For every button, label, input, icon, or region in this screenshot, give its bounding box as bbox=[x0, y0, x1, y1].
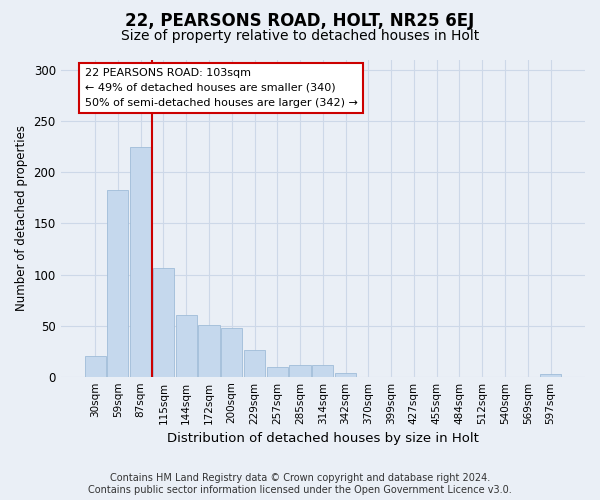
Bar bbox=[176, 316, 197, 376]
Bar bbox=[199, 324, 220, 376]
Text: 22 PEARSONS ROAD: 103sqm
← 49% of detached houses are smaller (340)
50% of semi-: 22 PEARSONS ROAD: 103sqm ← 49% of detach… bbox=[85, 68, 358, 108]
Bar bbox=[312, 366, 334, 376]
Text: Size of property relative to detached houses in Holt: Size of property relative to detached ho… bbox=[121, 29, 479, 43]
Bar bbox=[540, 374, 561, 376]
Bar bbox=[244, 350, 265, 376]
Bar bbox=[335, 372, 356, 376]
Text: Contains HM Land Registry data © Crown copyright and database right 2024.
Contai: Contains HM Land Registry data © Crown c… bbox=[88, 474, 512, 495]
Bar bbox=[289, 366, 311, 376]
Bar bbox=[221, 328, 242, 376]
Bar bbox=[107, 190, 128, 376]
Y-axis label: Number of detached properties: Number of detached properties bbox=[15, 126, 28, 312]
X-axis label: Distribution of detached houses by size in Holt: Distribution of detached houses by size … bbox=[167, 432, 479, 445]
Bar bbox=[153, 268, 174, 376]
Bar bbox=[130, 147, 151, 376]
Bar bbox=[85, 356, 106, 376]
Bar bbox=[266, 368, 288, 376]
Text: 22, PEARSONS ROAD, HOLT, NR25 6EJ: 22, PEARSONS ROAD, HOLT, NR25 6EJ bbox=[125, 12, 475, 30]
